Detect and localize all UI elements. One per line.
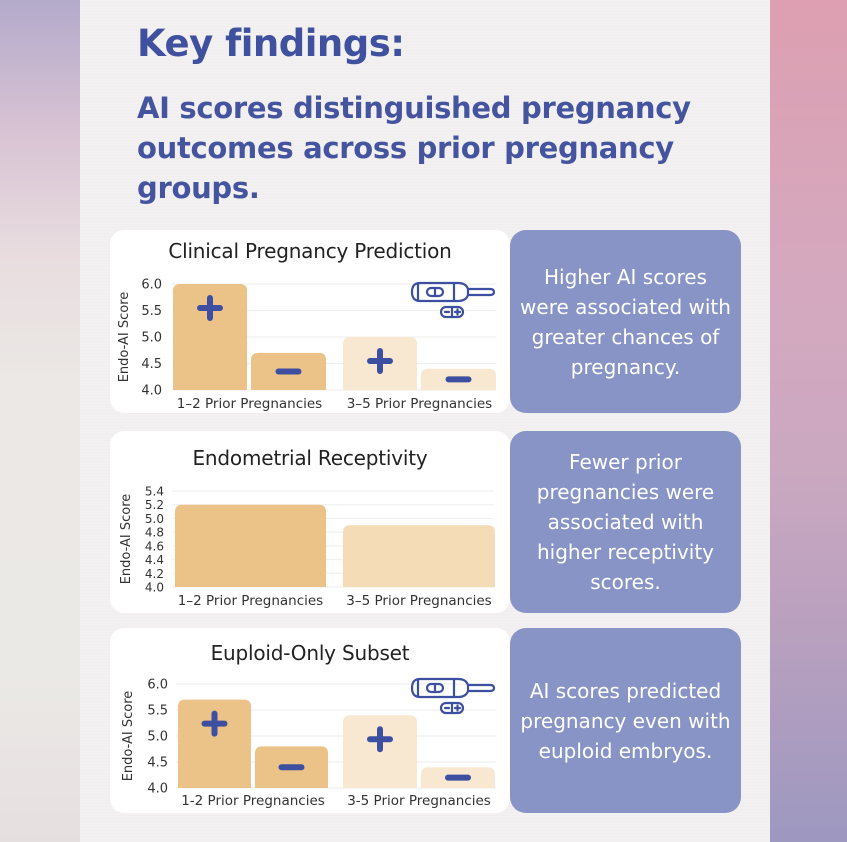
y-axis-label: Endo-AI Score (117, 292, 132, 383)
bar (343, 525, 495, 587)
y-tick-label: 4.0 (147, 782, 168, 797)
y-tick-label: 5.0 (141, 331, 162, 346)
y-tick-label: 4.0 (141, 384, 162, 399)
chart-card-endometrial-receptivity: Endometrial Receptivity 4.0 4.2 4.4 4.6 4.8 5… (110, 431, 510, 613)
y-tick-label: 4.2 (145, 567, 164, 581)
y-tick-label: 5.0 (147, 730, 168, 745)
chart-endometrial-receptivity: 4.04.24.44.64.85.05.25.4 Endo-AI Score 1–2… (119, 485, 495, 609)
plus-icon (367, 726, 393, 753)
plus-icon (197, 295, 223, 321)
bar (173, 284, 247, 390)
chart-card-euploid-subset: Euploid-Only Subset 4.0 4.5 5.0 5.5 6.0 Endo-… (110, 628, 510, 813)
chart-card-clinical-pregnancy: Clinical Pregnancy Prediction 4.0 4.5 5.0 5… (110, 230, 510, 413)
chart-euploid-subset: 4.0 4.5 5.0 5.5 6.0 Endo-AI Score 1-2 Prior Pr… (121, 677, 496, 809)
finding-panel-clinical-pregnancy: Higher AI scores were associated with gr… (510, 230, 741, 413)
y-axis-label: Endo-AI Score (119, 494, 134, 585)
finding-panel-endometrial-receptivity: Fewer prior pregnancies were associated … (510, 431, 741, 613)
y-tick-label: 5.5 (147, 704, 168, 719)
y-tick-label: 6.0 (141, 278, 162, 293)
pregnancy-test-icon (410, 677, 496, 715)
y-tick-label: 5.5 (141, 304, 162, 319)
finding-text: AI scores predicted pregnancy even with … (520, 678, 731, 763)
plus-icon (367, 348, 393, 374)
page-title: Key findings: (137, 22, 405, 65)
x-tick-label: 3–5 Prior Pregnancies (347, 396, 492, 412)
x-tick-label: 3–5 Prior Pregnancies (346, 593, 491, 609)
y-tick-label: 4.0 (145, 581, 164, 595)
x-tick-label: 1–2 Prior Pregnancies (177, 396, 322, 412)
y-tick-label: 5.2 (145, 498, 164, 512)
y-tick-label: 5.0 (145, 512, 164, 526)
chart-title: Euploid-Only Subset (210, 641, 410, 665)
finding-text: Fewer prior pregnancies were associated … (536, 450, 715, 594)
y-tick-label: 6.0 (147, 678, 168, 693)
finding-text: Higher AI scores were associated with gr… (520, 264, 731, 379)
y-tick-label: 4.5 (141, 357, 162, 372)
page-subtitle: AI scores distinguished pregnancy outcom… (137, 91, 691, 205)
finding-panel-euploid-subset: AI scores predicted pregnancy even with … (510, 628, 741, 813)
y-tick-label: 4.6 (145, 539, 164, 553)
x-tick-label: 1-2 Prior Pregnancies (181, 793, 325, 809)
chart-clinical-pregnancy: 4.0 4.5 5.0 5.5 6.0 Endo-AI Score 1–2 Prior Pr… (117, 278, 496, 412)
y-tick-label: 4.5 (147, 756, 168, 771)
x-tick-label: 1–2 Prior Pregnancies (178, 593, 323, 609)
background-right-gradient (770, 0, 847, 842)
y-tick-label: 4.8 (145, 526, 164, 540)
chart-title: Endometrial Receptivity (192, 446, 428, 470)
y-tick-label: 4.4 (145, 553, 164, 567)
y-axis-label: Endo-AI Score (121, 691, 136, 782)
background-left-gradient (0, 0, 80, 842)
bar (175, 504, 326, 587)
x-tick-label: 3-5 Prior Pregnancies (347, 793, 491, 809)
chart-title: Clinical Pregnancy Prediction (168, 239, 452, 263)
bar (178, 699, 251, 788)
plus-icon (201, 710, 228, 737)
pregnancy-test-icon (410, 281, 496, 319)
y-tick-label: 5.4 (145, 485, 164, 499)
